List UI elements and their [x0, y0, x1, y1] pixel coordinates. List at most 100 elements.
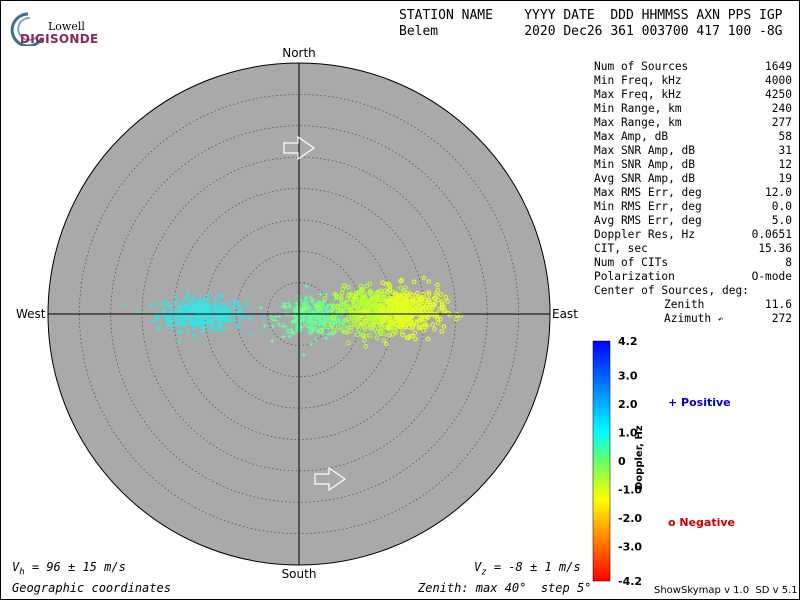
negative-source-point [386, 316, 392, 322]
negative-source-point [410, 324, 416, 329]
negative-source-point [345, 316, 351, 322]
positive-source-point [326, 309, 332, 314]
negative-source-point [335, 303, 341, 309]
stat-row: Doppler Res, Hz 0.0651 [594, 228, 792, 242]
stat-value: 240 [771, 102, 792, 115]
negative-source-point [413, 302, 418, 308]
negative-source-point [419, 315, 424, 320]
stat-row: Min Freq, kHz 4000 [594, 74, 792, 88]
logo-swoosh-icon [10, 12, 44, 46]
negative-source-point [348, 312, 354, 317]
digisonde-logo: Lowell DIGISONDE [8, 10, 98, 50]
negative-source-point [336, 294, 341, 300]
negative-source-point [432, 314, 438, 319]
stat-row: Min SNR Amp, dB 12 [594, 158, 792, 172]
center-title-row: Center of Sources, deg: [594, 284, 792, 298]
positive-source-point [224, 319, 230, 324]
negative-source-point [380, 318, 385, 324]
positive-source-point [308, 295, 313, 300]
positive-source-point [286, 304, 292, 309]
positive-source-point [336, 317, 342, 322]
negative-source-point [341, 309, 346, 314]
positive-source-point [229, 313, 234, 319]
colorbar-label: Doppler, Hz [634, 425, 645, 490]
positive-source-point [167, 312, 173, 318]
positive-source-point [185, 291, 191, 296]
positive-source-point [191, 299, 196, 305]
colorbar-tick-label: 3.0 [618, 369, 638, 382]
colorbar-tick-label: 4.2 [618, 335, 638, 348]
positive-source-point [246, 316, 251, 321]
positive-source-point [299, 325, 304, 330]
negative-source-point [374, 312, 380, 318]
positive-source-point [308, 341, 314, 347]
stat-label: Num of CITs [594, 256, 669, 269]
positive-source-point [323, 292, 329, 297]
negative-source-point [392, 318, 397, 324]
negative-source-point [360, 315, 365, 320]
stat-value: O-mode [751, 270, 792, 283]
negative-source-point [400, 319, 406, 324]
positive-source-point [187, 299, 192, 304]
negative-source-point [348, 328, 353, 334]
stat-label: Doppler Res, Hz [594, 228, 696, 241]
negative-source-point [414, 296, 419, 302]
positive-source-point [153, 312, 158, 317]
logo-brand-lowell: Lowell [48, 20, 85, 33]
negative-source-point [375, 295, 380, 300]
negative-source-point [342, 330, 348, 335]
negative-source-point [373, 309, 378, 314]
positive-source-point [324, 317, 329, 322]
positive-source-point [304, 303, 310, 309]
negative-source-point [346, 340, 351, 346]
negative-source-point [387, 297, 392, 303]
negative-source-point [419, 325, 424, 331]
negative-source-point [367, 298, 372, 303]
negative-source-point [420, 305, 426, 311]
stat-label: Max Amp, dB [594, 130, 669, 143]
negative-source-point [401, 293, 406, 299]
positive-source-point [173, 301, 179, 306]
negative-source-point [362, 326, 368, 332]
negative-source-point [367, 333, 373, 338]
positive-source-point [168, 304, 174, 310]
negative-source-point [384, 300, 390, 305]
zenith-row: Zenith 11.6 [594, 298, 792, 312]
negative-source-point [391, 295, 397, 301]
negative-source-point [344, 301, 349, 306]
azimuth-value: 272 [771, 312, 792, 325]
stat-value: 1649 [765, 60, 792, 73]
negative-source-point [373, 302, 379, 308]
positive-source-point [174, 317, 179, 323]
positive-source-point [181, 315, 187, 320]
stat-value: 12.0 [765, 186, 792, 199]
positive-source-point [307, 314, 313, 319]
negative-source-point [383, 324, 388, 330]
negative-source-point [438, 292, 444, 297]
header-column-heads: STATION NAME YYYY DATE DDD HHMMSS AXN PP… [399, 8, 783, 23]
negative-source-point [402, 304, 408, 309]
stat-label: Polarization [594, 270, 675, 283]
positive-source-point [214, 304, 219, 310]
negative-source-point [441, 309, 447, 314]
stat-label: Min Freq, kHz [594, 74, 682, 87]
negative-source-point [369, 297, 375, 303]
positive-source-point [244, 297, 249, 302]
negative-source-point [421, 327, 427, 333]
positive-source-point [289, 330, 295, 335]
positive-source-point [151, 318, 157, 324]
negative-source-point [366, 315, 372, 321]
negative-source-point [381, 294, 386, 300]
negative-source-point [341, 301, 347, 307]
negative-source-point [385, 289, 390, 295]
positive-source-point [198, 293, 203, 298]
negative-source-point [435, 320, 441, 326]
negative-source-point [366, 306, 371, 312]
negative-source-point [374, 291, 379, 296]
positive-source-point [197, 320, 203, 326]
positive-source-point [177, 305, 182, 310]
negative-source-point [426, 290, 432, 295]
negative-source-point [370, 302, 376, 308]
negative-source-point [412, 330, 418, 336]
stat-row: Max Freq, kHz 4250 [594, 88, 792, 102]
